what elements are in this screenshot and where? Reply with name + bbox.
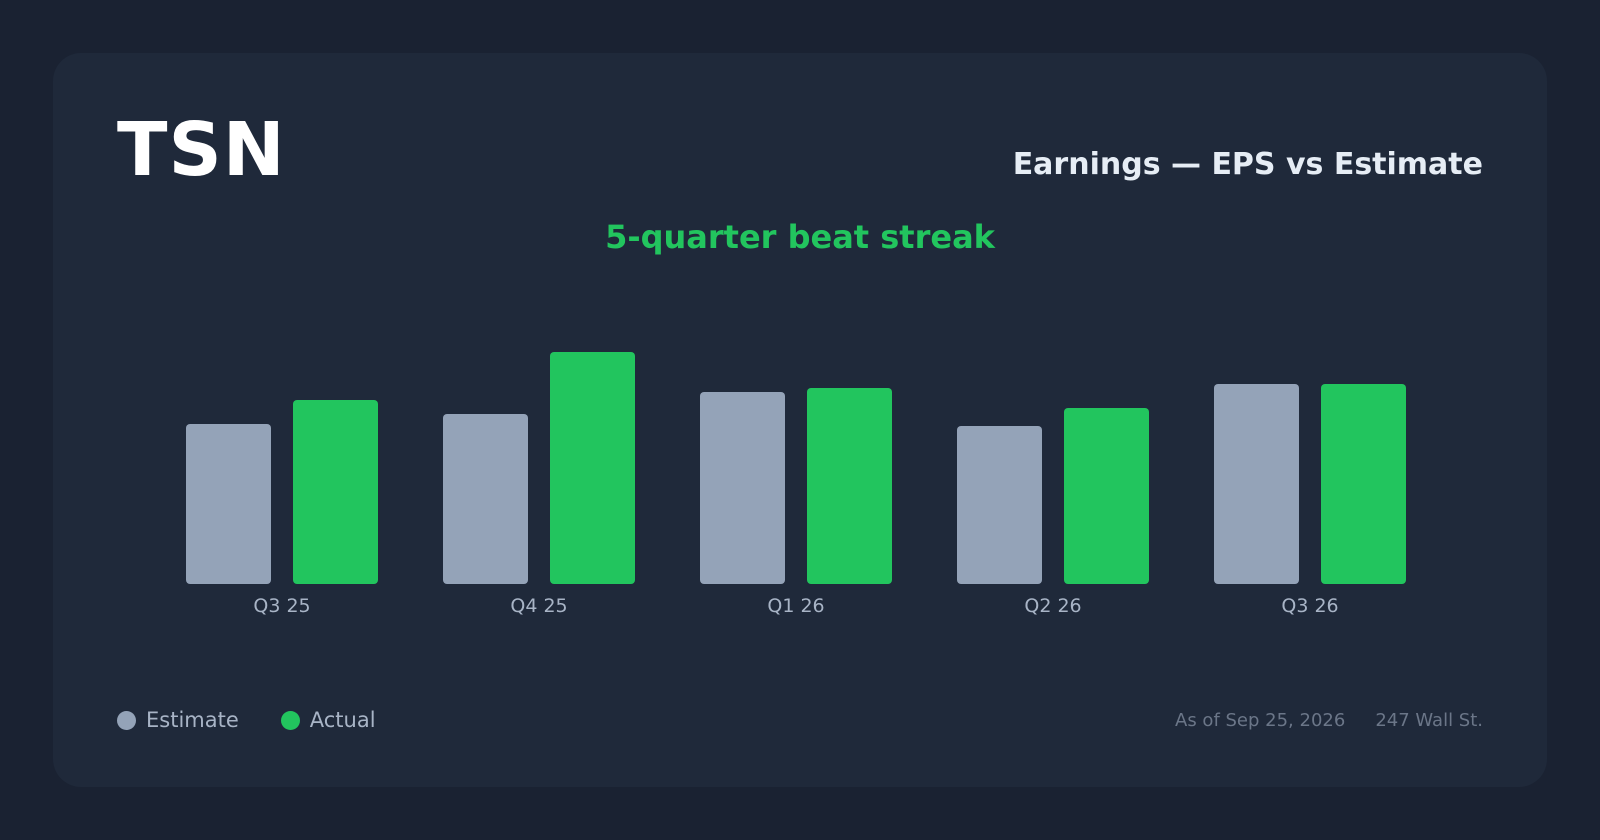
- x-tick-label: Q3 26: [1281, 595, 1338, 617]
- chart-legend: Estimate Actual: [117, 708, 418, 732]
- bar-estimate-q1-26: [700, 392, 785, 584]
- x-tick-label: Q4 25: [510, 595, 567, 617]
- actual-swatch-icon: [280, 710, 300, 730]
- earnings-card: TSN Earnings — EPS vs Estimate 5-quarter…: [53, 53, 1547, 787]
- bar-estimate-q4-25: [443, 414, 528, 584]
- bar-actual-q2-26: [1064, 408, 1149, 584]
- x-tick-label: Q2 26: [1024, 595, 1081, 617]
- legend-item-actual: Actual: [280, 708, 376, 732]
- bar-estimate-q3-26: [1214, 384, 1299, 584]
- bar-estimate-q2-26: [957, 426, 1042, 584]
- chart-title: Earnings — EPS vs Estimate: [1012, 147, 1483, 182]
- bar-actual-q1-26: [807, 388, 892, 584]
- legend-item-estimate: Estimate: [117, 708, 239, 732]
- bar-actual-q4-25: [550, 352, 635, 584]
- eps-bar-chart: Q3 25 Q4 25 Q1 26 Q2 26 Q3 26: [186, 352, 1406, 617]
- bar-actual-q3-25: [293, 400, 378, 584]
- x-tick-label: Q1 26: [767, 595, 824, 617]
- bar-actual-q3-26: [1321, 384, 1406, 584]
- source-label: 247 Wall St.: [1375, 710, 1483, 731]
- beat-streak-headline: 5-quarter beat streak: [605, 218, 995, 256]
- footer: As of Sep 25, 2026 247 Wall St.: [1175, 710, 1483, 731]
- legend-label-actual: Actual: [309, 708, 376, 732]
- estimate-swatch-icon: [117, 710, 136, 730]
- x-tick-label: Q3 25: [253, 595, 310, 617]
- as-of-date: As of Sep 25, 2026: [1175, 710, 1346, 731]
- bar-estimate-q3-25: [186, 424, 271, 584]
- ticker-symbol: TSN: [117, 107, 286, 193]
- legend-label-estimate: Estimate: [146, 708, 239, 732]
